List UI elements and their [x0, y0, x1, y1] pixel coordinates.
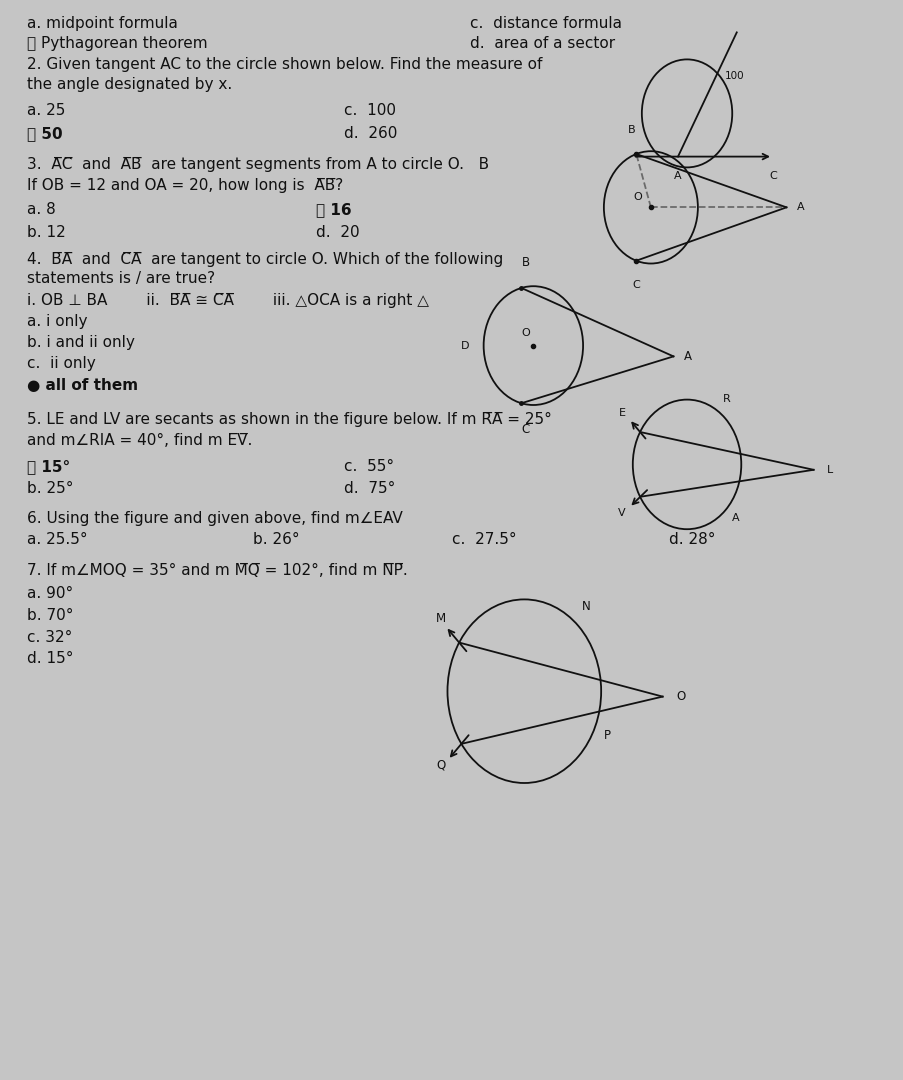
- Text: 3.  A̅C̅  and  A̅B̅  are tangent segments from A to circle O.   B: 3. A̅C̅ and A̅B̅ are tangent segments fr…: [27, 157, 489, 172]
- Text: O: O: [633, 191, 642, 202]
- Text: d. 15°: d. 15°: [27, 651, 73, 666]
- Text: a. 25: a. 25: [27, 103, 65, 118]
- Text: Ⓑ Pythagorean theorem: Ⓑ Pythagorean theorem: [27, 36, 208, 51]
- Text: V: V: [618, 508, 625, 518]
- Text: 100: 100: [724, 71, 744, 81]
- Text: A: A: [796, 202, 804, 213]
- Text: P: P: [603, 729, 610, 742]
- Text: c.  55°: c. 55°: [343, 459, 393, 474]
- Text: a. 8: a. 8: [27, 202, 56, 217]
- Text: R: R: [721, 393, 730, 404]
- Text: c.  ii only: c. ii only: [27, 356, 96, 372]
- Text: d.  260: d. 260: [343, 126, 396, 141]
- Text: c. 32°: c. 32°: [27, 630, 72, 645]
- Text: a. 25.5°: a. 25.5°: [27, 532, 88, 548]
- Text: b. 12: b. 12: [27, 225, 66, 240]
- Text: d. 28°: d. 28°: [668, 532, 714, 548]
- Text: C: C: [632, 280, 639, 291]
- Text: d.  75°: d. 75°: [343, 481, 395, 496]
- Text: 2. Given tangent AC to the circle shown below. Find the measure of: 2. Given tangent AC to the circle shown …: [27, 57, 542, 72]
- Text: b. 25°: b. 25°: [27, 481, 73, 496]
- Text: c.  distance formula: c. distance formula: [470, 16, 621, 31]
- Text: ⓐ 15°: ⓐ 15°: [27, 459, 70, 474]
- Text: B: B: [628, 124, 635, 135]
- Text: A: A: [684, 350, 692, 363]
- Text: c.  27.5°: c. 27.5°: [452, 532, 516, 548]
- Text: B: B: [521, 256, 529, 269]
- Text: d.  area of a sector: d. area of a sector: [470, 36, 615, 51]
- Text: a. i only: a. i only: [27, 314, 88, 329]
- Text: d.  20: d. 20: [316, 225, 359, 240]
- Text: L: L: [826, 464, 833, 475]
- Text: A: A: [731, 513, 739, 523]
- Text: E: E: [618, 407, 625, 418]
- Text: 6. Using the figure and given above, find m∠EAV: 6. Using the figure and given above, fin…: [27, 511, 403, 526]
- Text: a. 90°: a. 90°: [27, 586, 73, 602]
- Text: b. i and ii only: b. i and ii only: [27, 335, 135, 350]
- Text: b. 26°: b. 26°: [253, 532, 300, 548]
- Text: 5. LE and LV are secants as shown in the figure below. If m R̅A̅ = 25°: 5. LE and LV are secants as shown in the…: [27, 411, 552, 427]
- Text: and m∠RIA = 40°, find m E̅V̅.: and m∠RIA = 40°, find m E̅V̅.: [27, 433, 252, 448]
- Text: statements is / are true?: statements is / are true?: [27, 271, 215, 286]
- Text: C: C: [521, 422, 529, 435]
- Text: 4.  B̅A̅  and  C̅A̅  are tangent to circle O. Which of the following: 4. B̅A̅ and C̅A̅ are tangent to circle O…: [27, 252, 503, 267]
- Text: C: C: [768, 171, 776, 181]
- Text: i. OB ⊥ BA        ii.  B̅A̅ ≅ C̅A̅        iii. △OCA is a right △: i. OB ⊥ BA ii. B̅A̅ ≅ C̅A̅ iii. △OCA is …: [27, 293, 429, 308]
- Text: A: A: [674, 171, 681, 181]
- Text: N: N: [582, 600, 591, 613]
- Text: the angle designated by x.: the angle designated by x.: [27, 77, 232, 92]
- Text: If OB = 12 and OA = 20, how long is  A̅B̅?: If OB = 12 and OA = 20, how long is A̅B̅…: [27, 178, 343, 193]
- Text: O: O: [675, 690, 684, 703]
- Text: ● all of them: ● all of them: [27, 378, 138, 393]
- Text: O: O: [521, 327, 530, 338]
- Text: a. midpoint formula: a. midpoint formula: [27, 16, 178, 31]
- Text: Q: Q: [436, 759, 445, 772]
- Text: M: M: [435, 612, 446, 625]
- Text: Ⓒ 16: Ⓒ 16: [316, 202, 351, 217]
- Text: 7. If m∠MOQ = 35° and m M̅Q̅ = 102°, find m N̅P̅.: 7. If m∠MOQ = 35° and m M̅Q̅ = 102°, fin…: [27, 563, 407, 578]
- Text: D: D: [461, 340, 470, 351]
- Text: b. 70°: b. 70°: [27, 608, 73, 623]
- Text: ⓑ 50: ⓑ 50: [27, 126, 62, 141]
- Text: c.  100: c. 100: [343, 103, 396, 118]
